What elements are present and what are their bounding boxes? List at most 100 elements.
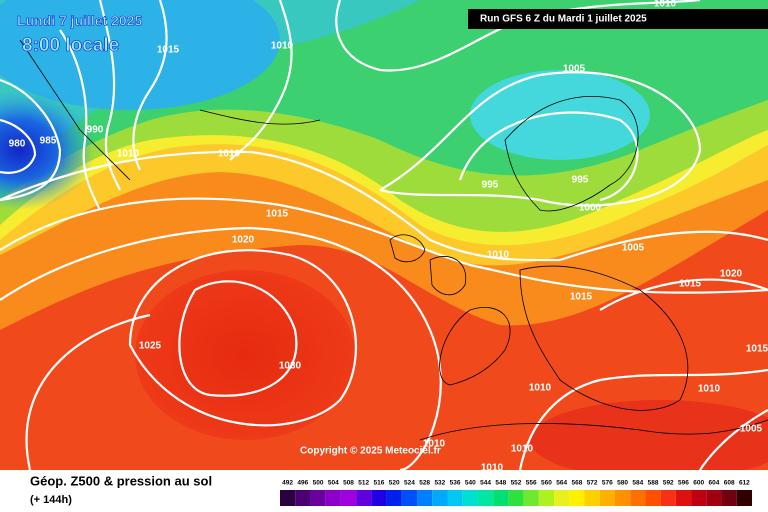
scale-label: 524 [404, 480, 415, 487]
scale-label: 568 [571, 480, 582, 487]
isobar-label: 1010 [271, 41, 294, 52]
scale-label: 496 [297, 480, 308, 487]
scale-label: 504 [328, 480, 339, 487]
scale-label: 608 [724, 480, 735, 487]
isobar-label: 995 [572, 175, 589, 186]
scale-label: 520 [389, 480, 400, 487]
isobar-label: 1010 [487, 250, 510, 261]
scale-label: 528 [419, 480, 430, 487]
scale-swatch [295, 490, 311, 506]
isobar-label: 1015 [679, 279, 702, 290]
copyright: Copyright © 2025 Meteociel.fr [300, 446, 441, 457]
isobar-label: 1000 [579, 203, 602, 214]
isobar-label: 1015 [157, 45, 180, 56]
scale-swatch [691, 490, 707, 506]
scale-label: 540 [465, 480, 476, 487]
isobar-label: 995 [482, 180, 499, 191]
scale-label: 552 [511, 480, 522, 487]
scale-swatch [554, 490, 570, 506]
isobar-label: 1015 [570, 292, 593, 303]
isobar-label: 1010 [529, 383, 552, 394]
scale-swatch [447, 490, 463, 506]
isobar-label: 1020 [720, 269, 743, 280]
scale-swatch [721, 490, 737, 506]
scale-swatch [538, 490, 555, 506]
color-scale: 492 496 500 504 508 512 516 520 524 528 532 536 540 5… [280, 480, 752, 506]
scale-swatch [432, 490, 448, 506]
scale-swatch [630, 490, 646, 506]
scale-label: 604 [709, 480, 720, 487]
scale-label: 576 [602, 480, 613, 487]
field [0, 0, 768, 480]
scale-swatch [523, 490, 539, 506]
isobar-label: 1010 [423, 439, 446, 450]
run-info: Run GFS 6 Z du Mardi 1 juillet 2025 [480, 14, 647, 25]
isobar-label: 1010 [481, 463, 504, 474]
isobar-label: 1010 [511, 444, 534, 455]
scale-swatch [660, 490, 676, 506]
legend-title: Géop. Z500 & pression au sol [30, 473, 212, 488]
isobar-label: 1005 [740, 424, 763, 435]
scale-label: 492 [282, 480, 293, 487]
scale-swatch [417, 490, 433, 506]
run-box [468, 9, 768, 29]
scale-swatch [477, 490, 494, 506]
coastlines [19, 39, 768, 441]
date: Lundi 7 juillet 2025 [17, 13, 142, 29]
isobar-label: 1005 [622, 243, 645, 254]
isobars [0, 0, 768, 472]
isobar-label: 1020 [232, 235, 255, 246]
scale-swatch [706, 490, 722, 506]
scale-label: 544 [480, 480, 491, 487]
isobar-label: 1010 [654, 0, 677, 10]
scale-swatch [340, 490, 357, 506]
scale-label: 572 [587, 480, 598, 487]
scale-label: 548 [495, 480, 506, 487]
isobar-label: 1010 [117, 149, 140, 160]
scale-label: 596 [678, 480, 689, 487]
isobar-label: 1025 [139, 341, 162, 352]
scale-label: 500 [313, 480, 324, 487]
scale-label: 600 [693, 480, 704, 487]
scale-label: 592 [663, 480, 674, 487]
scale-label: 516 [374, 480, 385, 487]
isobar-label: 985 [40, 136, 57, 147]
scale-label: 580 [617, 480, 628, 487]
scale-swatch [280, 490, 296, 506]
isobar-label: 1030 [279, 361, 302, 372]
time: 8:00 locale [22, 35, 119, 56]
scale-swatch [645, 490, 661, 506]
isobar-label: 1015 [266, 209, 289, 220]
scale-swatch [614, 490, 631, 506]
scale-swatch [462, 490, 478, 506]
scale-swatch [508, 490, 524, 506]
isobar-label: 980 [9, 139, 26, 150]
scale-label: 536 [450, 480, 461, 487]
scale-swatch [310, 490, 326, 506]
scale-swatch [401, 490, 418, 506]
scale-label: 612 [739, 480, 750, 487]
scale-label: 588 [648, 480, 659, 487]
scale-swatch [584, 490, 600, 506]
scale-swatch [356, 490, 372, 506]
isobar-label: 1015 [746, 344, 768, 355]
lead-time: (+ 144h) [30, 494, 72, 506]
scale-label: 532 [434, 480, 445, 487]
scale-swatch [599, 490, 615, 506]
scale-swatch [736, 490, 752, 506]
scale-label: 556 [526, 480, 537, 487]
isobar-label: 1005 [563, 64, 586, 75]
scale-swatch [675, 490, 692, 506]
isobar-label: 1010 [698, 384, 721, 395]
scale-label: 508 [343, 480, 354, 487]
isobar-label: 1010 [218, 149, 241, 160]
isobar-label: 990 [87, 125, 104, 136]
scale-swatch [569, 490, 585, 506]
scale-swatch [325, 490, 341, 506]
scale-label: 564 [556, 480, 567, 487]
scale-swatch [386, 490, 402, 506]
scale-label: 512 [358, 480, 369, 487]
scale-label: 560 [541, 480, 552, 487]
scale-swatch [371, 490, 387, 506]
